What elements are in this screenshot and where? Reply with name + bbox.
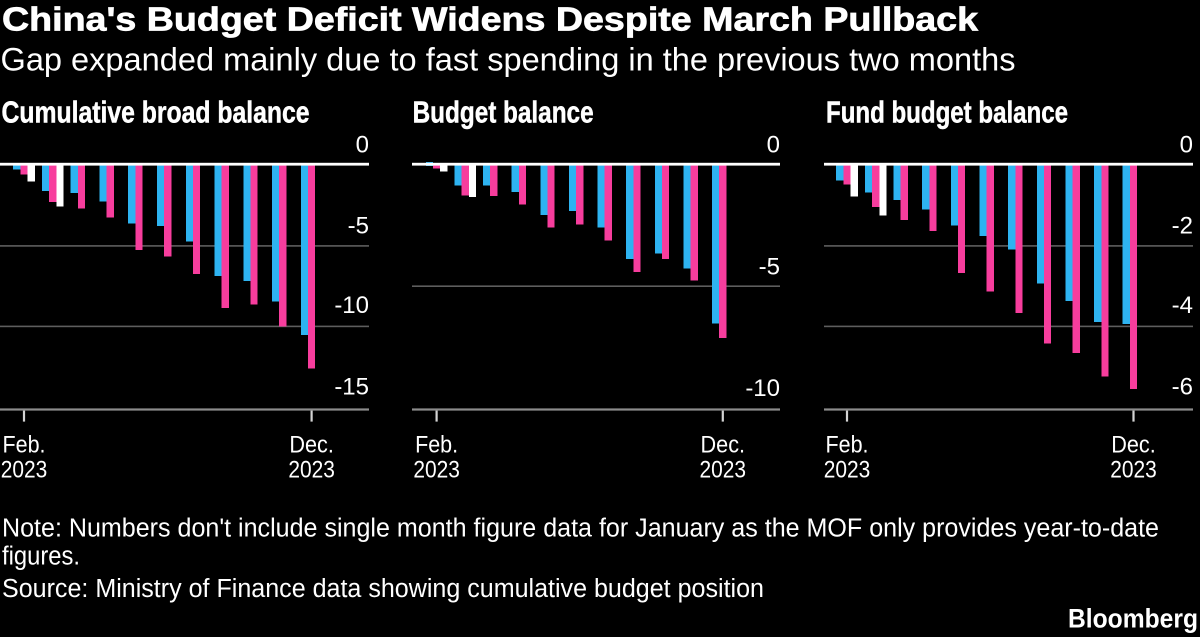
svg-text:2023: 2023 [413, 457, 460, 484]
svg-text:-2: -2 [1172, 213, 1193, 240]
svg-text:China's Budget Deficit Widens: China's Budget Deficit Widens Despite Ma… [2, 1, 979, 38]
svg-text:Source: Ministry of Finance da: Source: Ministry of Finance data showing… [2, 573, 764, 603]
svg-text:-10: -10 [334, 292, 369, 319]
svg-text:-6: -6 [1172, 373, 1193, 400]
svg-text:Dec.: Dec. [1111, 431, 1156, 458]
svg-text:-10: -10 [745, 375, 780, 402]
svg-text:2023: 2023 [288, 457, 335, 484]
svg-text:2023: 2023 [824, 457, 871, 484]
svg-text:2023: 2023 [700, 457, 747, 484]
svg-text:0: 0 [1180, 131, 1193, 158]
svg-text:Cumulative broad balance: Cumulative broad balance [2, 96, 310, 130]
svg-text:-15: -15 [334, 373, 369, 400]
svg-text:0: 0 [767, 131, 780, 158]
svg-text:Dec.: Dec. [289, 431, 334, 458]
svg-text:Fund budget balance: Fund budget balance [826, 96, 1068, 130]
svg-text:-5: -5 [348, 213, 369, 240]
svg-text:Budget balance: Budget balance [413, 96, 594, 130]
svg-text:Feb.: Feb. [415, 431, 458, 458]
svg-text:figures.: figures. [2, 541, 80, 571]
svg-text:Dec.: Dec. [701, 431, 746, 458]
svg-text:-5: -5 [759, 254, 780, 281]
svg-text:Bloomberg: Bloomberg [1068, 603, 1198, 633]
svg-text:Note: Numbers don't include si: Note: Numbers don't include single month… [2, 512, 1159, 542]
svg-text:Gap expanded mainly due to fas: Gap expanded mainly due to fast spending… [1, 41, 1016, 77]
svg-text:0: 0 [356, 131, 369, 158]
svg-text:2023: 2023 [1, 457, 48, 484]
svg-text:Feb.: Feb. [3, 431, 46, 458]
svg-text:Feb.: Feb. [826, 431, 869, 458]
svg-text:-4: -4 [1172, 292, 1193, 319]
svg-text:2023: 2023 [1110, 457, 1157, 484]
